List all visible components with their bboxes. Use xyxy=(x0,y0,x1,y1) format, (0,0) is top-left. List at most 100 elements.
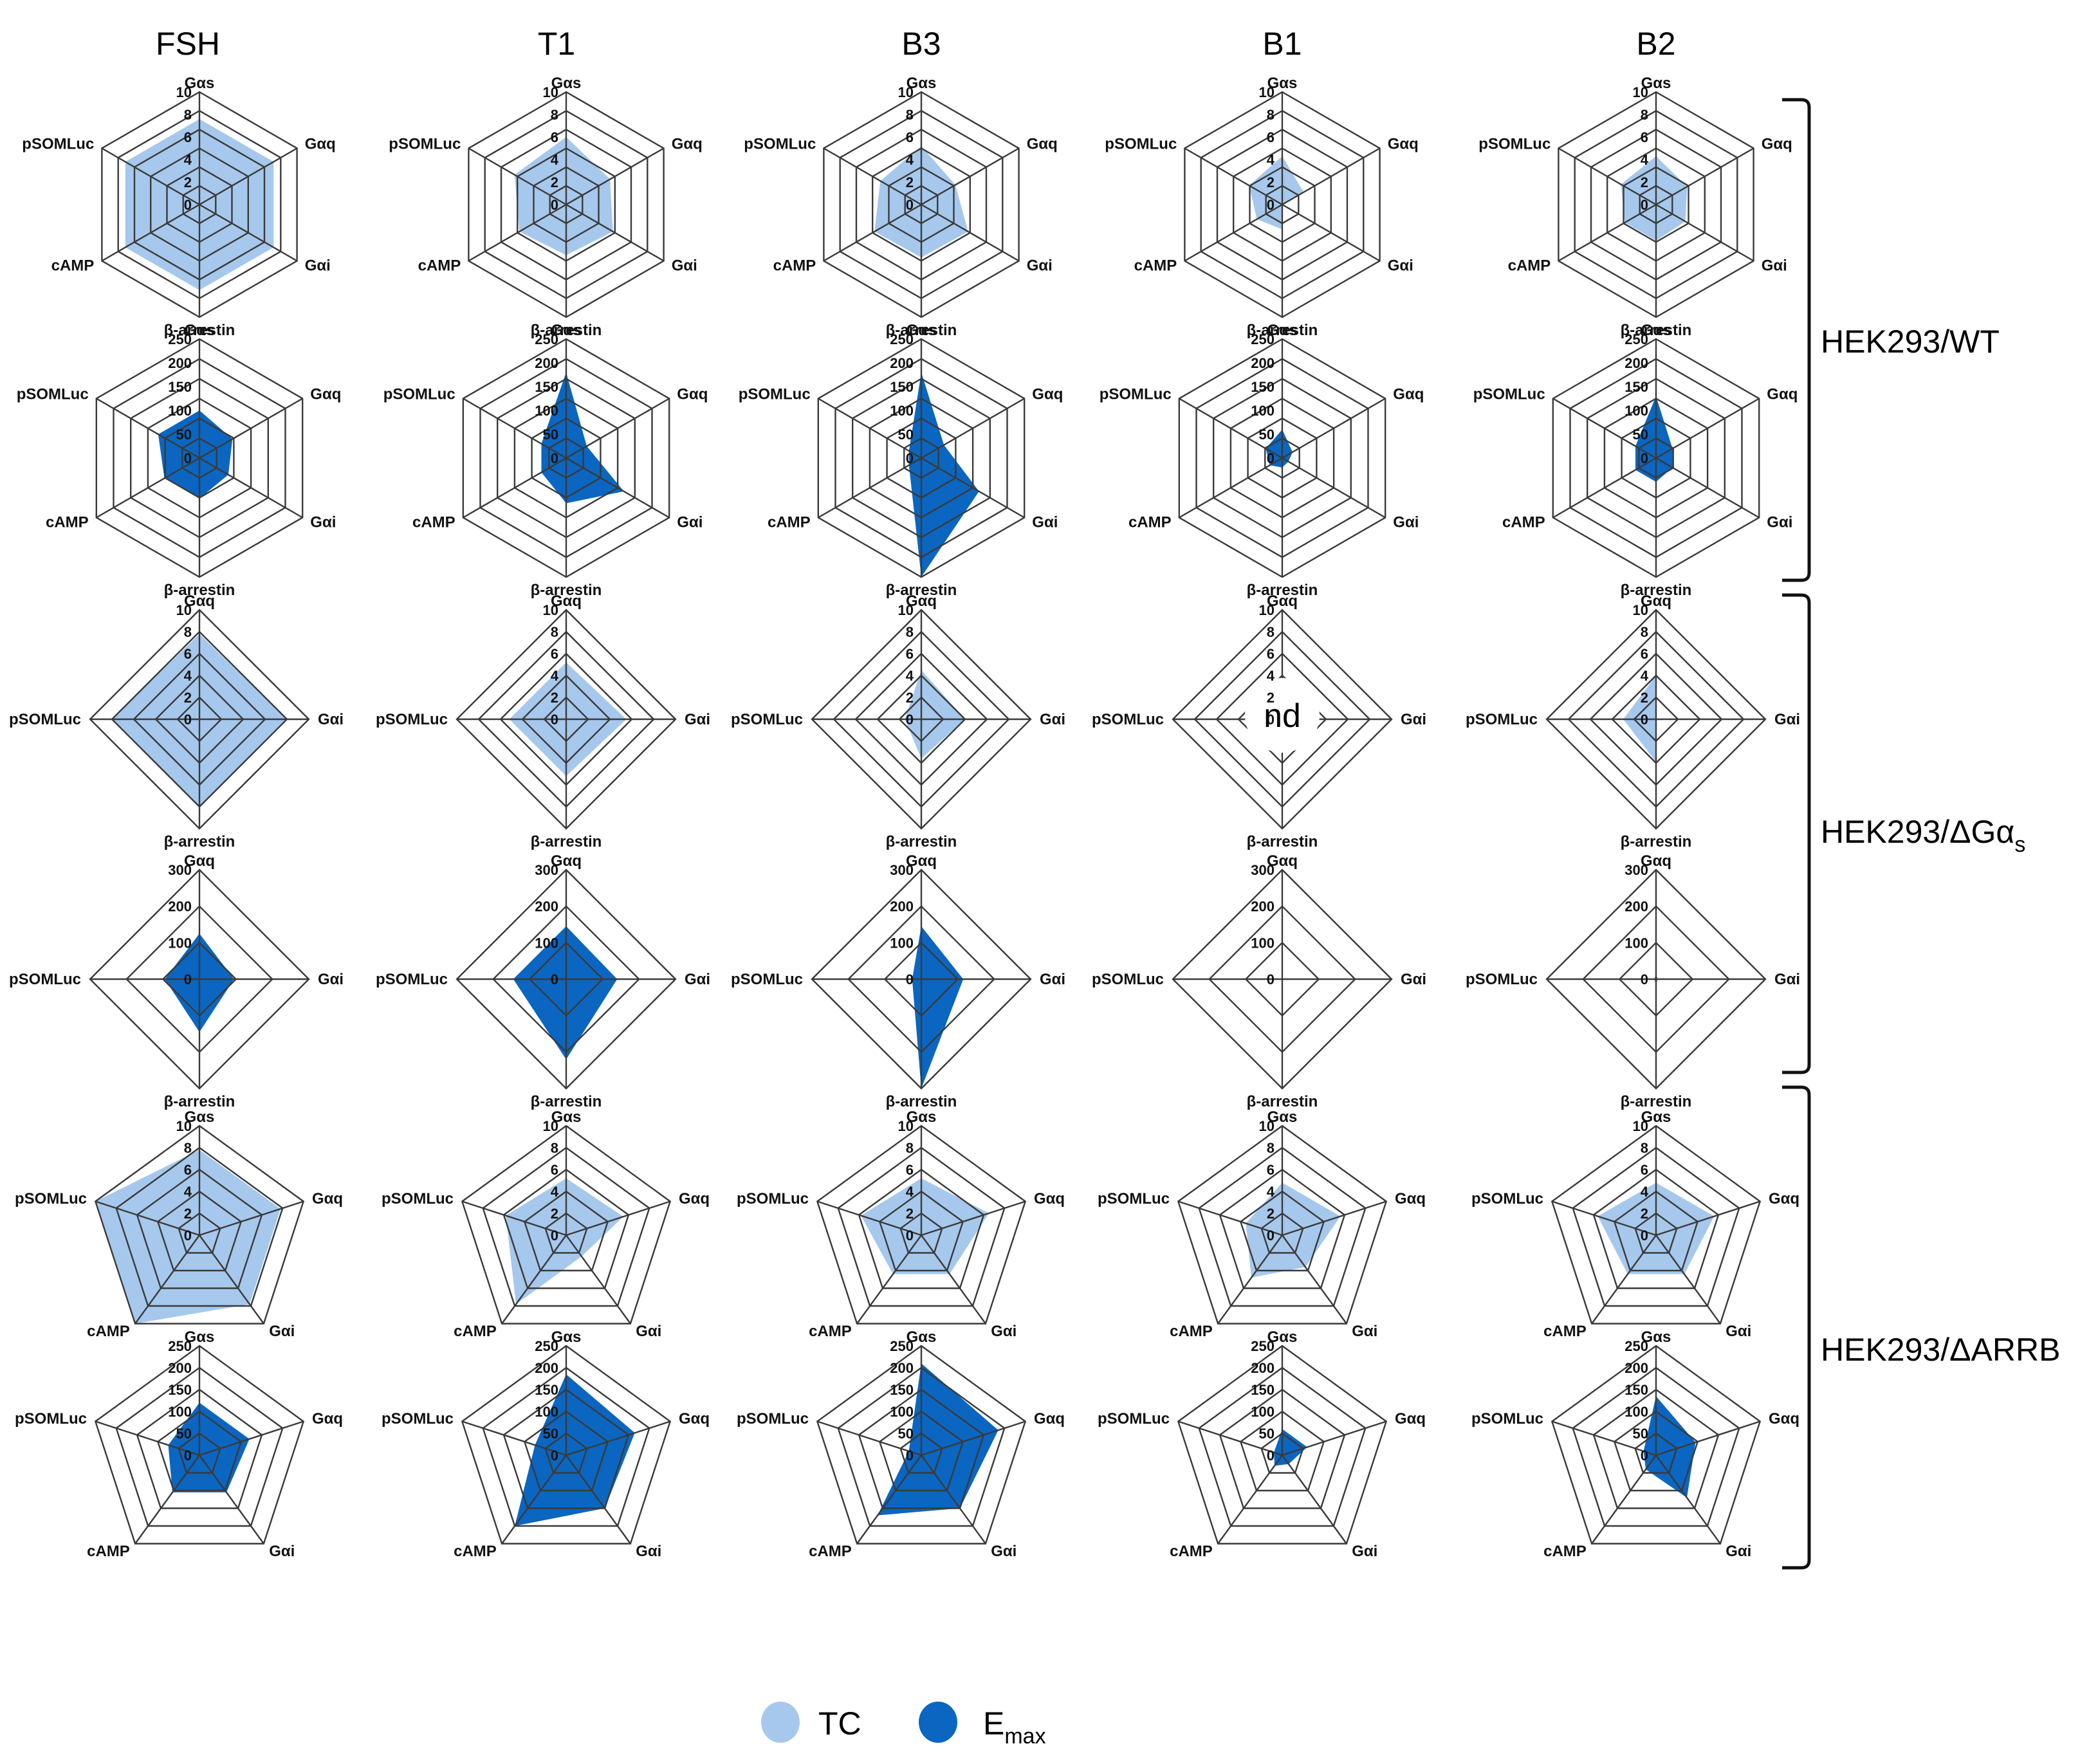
axis-label-gai: Gαi xyxy=(1762,257,1787,275)
data-area-b3 xyxy=(908,372,979,577)
tick-label: 4 xyxy=(184,668,192,684)
axis-label-psomluc: pSOMLuc xyxy=(1098,1190,1170,1208)
grid-spoke xyxy=(1655,398,1760,459)
tick-label: 8 xyxy=(906,624,914,640)
tick-label: 4 xyxy=(1641,668,1649,684)
axis-label-psomluc: pSOMLuc xyxy=(383,386,456,403)
grid-spoke xyxy=(1551,1420,1657,1456)
data-area-t1 xyxy=(541,372,624,504)
tick-label: 2 xyxy=(1267,690,1275,706)
tick-label: 50 xyxy=(176,1426,192,1442)
axis-label-gaq: Gαq xyxy=(906,852,937,870)
grid-spoke xyxy=(1177,1200,1283,1236)
tick-label: 200 xyxy=(168,899,192,915)
grid-ring xyxy=(1634,1432,1678,1474)
tick-label: 100 xyxy=(1251,935,1275,951)
tick-label: 4 xyxy=(906,668,914,684)
grid-ring xyxy=(115,1146,284,1307)
axis-label-gaq: Gαq xyxy=(1034,1190,1065,1208)
legend-swatch-emax xyxy=(919,1702,957,1743)
axis-label-camp: cAMP xyxy=(87,1543,130,1560)
axis-label-gai: Gαi xyxy=(677,514,703,531)
axis-label-psomluc: pSOMLuc xyxy=(1105,136,1177,153)
grid-ring xyxy=(1198,1366,1367,1527)
tick-label: 250 xyxy=(168,1338,192,1354)
grid-ring xyxy=(523,1190,609,1272)
tick-label: 2 xyxy=(1641,1206,1648,1222)
tick-label: 10 xyxy=(898,602,914,618)
tick-label: 6 xyxy=(551,129,558,145)
row-label-hek293-arrb: HEK293/ΔARRB xyxy=(1821,1332,2060,1368)
tick-label: 10 xyxy=(1633,602,1648,618)
grid-spoke xyxy=(921,1455,986,1545)
grid-spoke xyxy=(134,1235,200,1325)
data-area-b1 xyxy=(1249,156,1304,230)
grid-spoke xyxy=(1282,147,1381,206)
grid-spoke xyxy=(96,457,200,519)
tick-label: 150 xyxy=(168,379,192,395)
tick-label: 6 xyxy=(1641,646,1648,662)
tick-label: 6 xyxy=(1267,646,1275,662)
grid-spoke xyxy=(1217,1235,1283,1325)
grid-ring xyxy=(1613,1410,1699,1492)
axis-label-gas: Gαs xyxy=(551,1108,582,1126)
tick-label: 2 xyxy=(551,174,558,190)
axis-label-gai: Gαi xyxy=(1401,711,1426,728)
grid-spoke xyxy=(1558,203,1657,262)
tick-label: 100 xyxy=(1624,1404,1648,1420)
tick-label: 4 xyxy=(184,152,192,168)
tick-label: 10 xyxy=(543,84,558,100)
tick-label: 0 xyxy=(551,197,558,213)
grid-spoke xyxy=(101,203,200,262)
grid-ring xyxy=(1177,1125,1388,1325)
grid-ring xyxy=(502,1388,630,1509)
tick-label: 50 xyxy=(1259,427,1275,443)
grid-spoke xyxy=(1655,1235,1721,1325)
axis-label-gai: Gαi xyxy=(269,1543,295,1560)
axis-label-gai: Gαi xyxy=(318,711,344,728)
grid-spoke xyxy=(95,1200,200,1236)
data-area-fsh xyxy=(95,1150,281,1324)
axis-label-gai: Gαi xyxy=(991,1543,1017,1560)
tick-label: 4 xyxy=(551,668,559,684)
axis-label-gas: Gαs xyxy=(1641,322,1671,339)
tick-label: 250 xyxy=(168,331,192,347)
tick-label: 6 xyxy=(1267,1162,1275,1178)
grid-spoke xyxy=(1184,147,1283,206)
axis-label-gaq: Gαq xyxy=(1641,593,1671,610)
grid-spoke xyxy=(199,147,298,206)
grid-spoke xyxy=(818,398,922,459)
tick-label: 10 xyxy=(1633,84,1648,100)
axis-label-b-arrestin: β-arrestin xyxy=(531,833,602,850)
axis-label-gas: Gαs xyxy=(185,322,215,339)
tick-label: 8 xyxy=(551,1140,558,1156)
axis-label-gai: Gαi xyxy=(1032,514,1058,531)
tick-label: 8 xyxy=(1641,107,1648,123)
tick-label: 2 xyxy=(184,174,192,190)
grid-spoke xyxy=(921,1200,1026,1236)
tick-label: 2 xyxy=(1267,1206,1275,1222)
grid-spoke xyxy=(921,147,1020,206)
tick-label: 300 xyxy=(1624,862,1648,878)
axis-label-gai: Gαi xyxy=(636,1323,661,1340)
grid-ring xyxy=(899,1212,943,1254)
grid-ring xyxy=(1551,1125,1762,1325)
grid-spoke xyxy=(1177,1420,1283,1456)
grid-spoke xyxy=(1552,457,1657,519)
tick-label: 0 xyxy=(551,450,558,466)
axis-label-b-arrestin: β-arrestin xyxy=(531,322,602,339)
tick-label: 100 xyxy=(1251,1404,1275,1420)
axis-label-gaq: Gαq xyxy=(1767,386,1798,403)
axis-label-camp: cAMP xyxy=(1508,257,1551,275)
tick-label: 0 xyxy=(1641,450,1648,466)
axis-label-gas: Gαs xyxy=(1267,322,1298,339)
data-area-b1 xyxy=(1246,1182,1341,1278)
axis-label-gas: Gαs xyxy=(1641,75,1671,92)
axis-label-b-arrestin: β-arrestin xyxy=(886,322,957,339)
grid-spoke xyxy=(921,457,1025,519)
grid-ring xyxy=(837,1366,1006,1527)
